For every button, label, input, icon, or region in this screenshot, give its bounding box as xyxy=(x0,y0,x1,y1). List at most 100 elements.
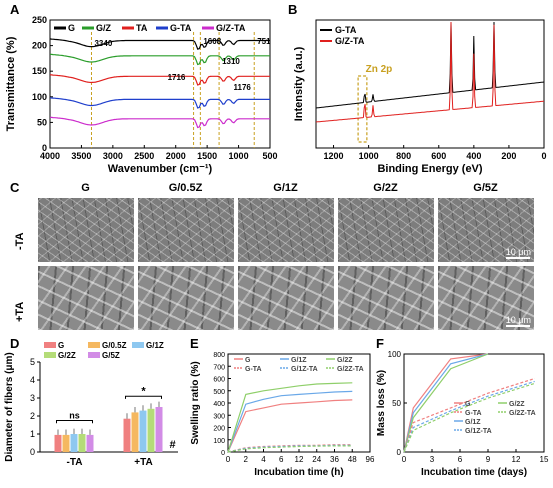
sem-image-g05z-plus-ta xyxy=(138,266,234,330)
x-category-label: +TA xyxy=(134,457,152,468)
significance-label: # xyxy=(170,439,176,451)
sem-image-g1z-minus-ta xyxy=(238,198,334,262)
y-tick-label: 150 xyxy=(32,66,47,76)
plot-frame xyxy=(49,19,271,149)
peak-label: 1176 xyxy=(234,83,252,92)
x-tick-label: 2500 xyxy=(134,151,154,161)
x-tick-label: 12 xyxy=(512,455,521,464)
bar xyxy=(131,412,139,452)
sem-column-header: G/0.5Z xyxy=(168,182,203,194)
legend-label: G/0.5Z xyxy=(102,341,127,350)
spectrum-line xyxy=(49,38,270,50)
sem-image-g5z-plus-ta: 10 μm xyxy=(438,266,534,330)
y-tick-label: 5 xyxy=(30,357,35,367)
y-axis-label: Mass loss (%) xyxy=(376,370,387,436)
y-tick-label: 200 xyxy=(32,41,47,51)
legend-label: G/2Z xyxy=(509,401,525,408)
sem-image-g05z-minus-ta xyxy=(138,198,234,262)
y-tick-label: 3 xyxy=(30,393,35,403)
y-tick-label: 700 xyxy=(213,364,225,371)
x-tick-label: 6 xyxy=(279,455,284,464)
y-tick-label: 800 xyxy=(213,352,225,359)
panel-letter-b: B xyxy=(288,2,298,17)
legend-label: G/2Z-TA xyxy=(337,366,364,373)
sem-column-header: G/5Z xyxy=(473,182,498,194)
legend-label: G/Z xyxy=(96,23,112,33)
legend-label: G-TA xyxy=(335,25,357,35)
series-line xyxy=(403,382,535,453)
bar xyxy=(123,418,131,452)
legend-label: G/2Z xyxy=(58,351,76,360)
legend-label: TA xyxy=(136,23,148,33)
x-tick-label: 24 xyxy=(312,455,321,464)
legend-label: G/1Z xyxy=(465,419,481,426)
sem-row-header: +TA xyxy=(14,301,26,322)
y-tick-label: 1 xyxy=(30,429,35,439)
swelling-ratio-chart: 0 2 4 6 12 24 36 48 960100200300400500600700800I… xyxy=(190,352,375,478)
sem-column-header: G/1Z xyxy=(273,182,298,194)
x-tick-label: 96 xyxy=(366,455,375,464)
legend-label: G xyxy=(58,341,64,350)
y-tick-label: 0 xyxy=(221,450,225,457)
panel-letter-f: F xyxy=(376,336,384,351)
bar xyxy=(147,408,155,452)
x-axis-label: Incubation time (days) xyxy=(421,467,527,478)
spectrum-line xyxy=(49,53,270,66)
x-tick-label: 6 xyxy=(458,455,463,464)
series-line xyxy=(403,377,535,453)
x-tick-label: 9 xyxy=(486,455,491,464)
y-tick-label: 4 xyxy=(30,375,35,385)
series-line xyxy=(403,353,489,453)
legend-label: G/1Z-TA xyxy=(465,428,492,435)
legend-label: G/1Z xyxy=(146,341,164,350)
y-tick-label: 600 xyxy=(213,377,225,384)
y-tick-label: 300 xyxy=(213,413,225,420)
panel-letter-c: C xyxy=(10,180,20,195)
spectrum-line xyxy=(49,74,270,86)
x-tick-label: 600 xyxy=(431,151,446,161)
series-line xyxy=(227,445,353,453)
y-tick-label: 100 xyxy=(388,350,402,359)
y-tick-label: 0 xyxy=(42,143,47,153)
x-tick-label: 500 xyxy=(262,151,277,161)
x-category-label: -TA xyxy=(67,457,83,468)
y-axis-label: Intensity (a.u.) xyxy=(293,46,305,121)
panel-letter-d: D xyxy=(10,336,20,351)
x-tick-label: 1000 xyxy=(359,151,379,161)
x-tick-label: 3500 xyxy=(71,151,91,161)
annotation-label: Zn 2p xyxy=(366,64,393,75)
bar xyxy=(54,434,62,452)
sem-image-grid: G G/0.5Z G/1Z G/2Z G/5Z -TA +TA 10 μm 10… xyxy=(0,180,553,335)
spectrum-line xyxy=(315,21,545,109)
y-tick-label: 0 xyxy=(397,448,402,457)
significance-bracket xyxy=(125,395,162,399)
x-tick-label: 4 xyxy=(261,455,266,464)
ftir-chart: 4000 3500 3000 2500 2000 1500 1000 500 0 50 100 150… xyxy=(5,15,278,175)
peak-label: 3340 xyxy=(94,39,112,48)
x-tick-label: 4000 xyxy=(40,151,60,161)
legend-label: G-TA xyxy=(245,366,262,373)
sem-column-header: G xyxy=(81,182,90,194)
legend-label: G/Z-TA xyxy=(216,23,246,33)
y-tick-label: 0 xyxy=(30,447,35,457)
series-line xyxy=(403,380,535,453)
xps-chart: 1200 1000 800 600 400 200 0 Binding Energy (eV)… xyxy=(293,19,547,175)
zn-highlight-box xyxy=(357,75,368,143)
series-line xyxy=(227,399,353,453)
x-axis-label: Binding Energy (eV) xyxy=(377,163,482,175)
scale-bar-label: 10 μm xyxy=(505,247,531,257)
peak-label: 1310 xyxy=(222,57,240,66)
bar xyxy=(86,434,94,452)
y-tick-label: 200 xyxy=(213,426,225,433)
legend-label: G-TA xyxy=(465,410,482,417)
legend-label: G/Z-TA xyxy=(335,36,365,46)
scale-bar: 10 μm xyxy=(506,315,531,327)
x-tick-label: 200 xyxy=(501,151,516,161)
legend-label: G/2Z-TA xyxy=(509,410,536,417)
legend-swatch xyxy=(88,352,100,358)
x-tick-label: 12 xyxy=(295,455,304,464)
legend-label: G xyxy=(245,357,251,364)
y-tick-label: 400 xyxy=(213,401,225,408)
y-axis-label: Transmittance (%) xyxy=(5,36,17,131)
sem-image-g-plus-ta xyxy=(38,266,134,330)
